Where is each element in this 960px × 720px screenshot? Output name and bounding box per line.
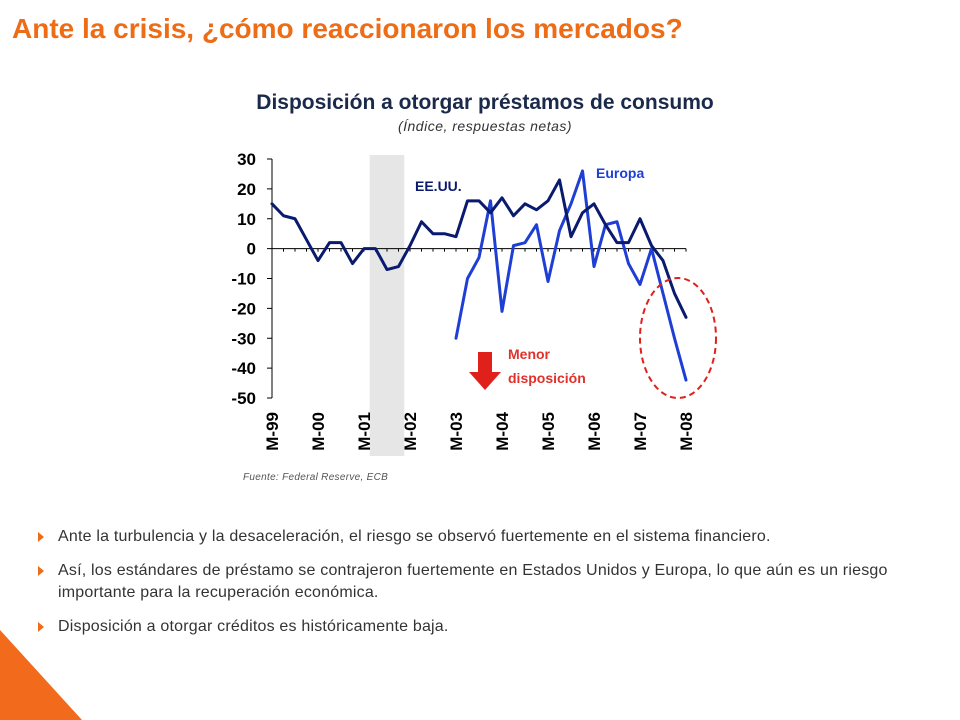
- x-tick-label: M-05: [539, 412, 558, 451]
- bullet-list: Ante la turbulencia y la desaceleración,…: [38, 526, 938, 650]
- x-tick-label: M-07: [631, 412, 650, 451]
- y-tick-label: -30: [231, 329, 256, 348]
- bullet-arrow-icon: [38, 566, 44, 576]
- series-label-europa: Europa: [596, 165, 644, 181]
- series-line-eeuu: [270, 178, 688, 319]
- x-tick-label: M-04: [493, 411, 512, 450]
- bullet-item: Así, los estándares de préstamo se contr…: [38, 560, 938, 604]
- x-tick-label: M-00: [309, 412, 328, 451]
- bullet-text: Ante la turbulencia y la desaceleración,…: [58, 528, 771, 545]
- x-tick-label: M-02: [401, 412, 420, 451]
- bullet-text: Así, los estándares de préstamo se contr…: [58, 562, 888, 601]
- y-tick-label: 20: [237, 180, 256, 199]
- bullet-arrow-icon: [38, 532, 44, 542]
- series-line-europa: [454, 169, 688, 382]
- chart: 30 20 10 0 -10 -20 -30 -40 -50 M-99 M-00 M-01 M-02 M…: [231, 150, 717, 456]
- y-tick-label: 10: [237, 210, 256, 229]
- bullet-text: Disposición a otorgar créditos es histór…: [58, 618, 449, 635]
- down-arrow-icon: [469, 352, 501, 390]
- bullet-item: Ante la turbulencia y la desaceleración,…: [38, 526, 938, 548]
- highlight-ellipse: [639, 277, 717, 399]
- y-tick-label: -50: [231, 389, 256, 408]
- chart-title: Disposición a otorgar préstamos de consu…: [256, 91, 714, 114]
- x-tick-label: M-99: [263, 412, 282, 451]
- x-tick-label: M-08: [677, 412, 696, 451]
- chart-subtitle: (Índice, respuestas netas): [397, 118, 573, 134]
- slide-title: Ante la crisis, ¿cómo reaccionaron los m…: [12, 13, 683, 44]
- y-tick-label: -10: [231, 270, 256, 289]
- y-tick-label: -20: [231, 299, 256, 318]
- annotation-text-line2: disposición: [508, 370, 586, 386]
- bullet-arrow-icon: [38, 622, 44, 632]
- x-tick-label: M-06: [585, 412, 604, 451]
- corner-decoration: [0, 630, 82, 720]
- x-tick-label: M-01: [355, 412, 374, 451]
- y-tick-label: 30: [237, 150, 256, 169]
- bullet-item: Disposición a otorgar créditos es histór…: [38, 616, 938, 638]
- y-tick-label: -40: [231, 359, 256, 378]
- source-note: Fuente: Federal Reserve, ECB: [243, 472, 389, 483]
- series-label-eeuu: EE.UU.: [415, 178, 462, 194]
- y-tick-label: 0: [247, 240, 256, 259]
- x-tick-label: M-03: [447, 412, 466, 451]
- recession-shade: [369, 155, 405, 456]
- annotation-text-line1: Menor: [508, 346, 551, 362]
